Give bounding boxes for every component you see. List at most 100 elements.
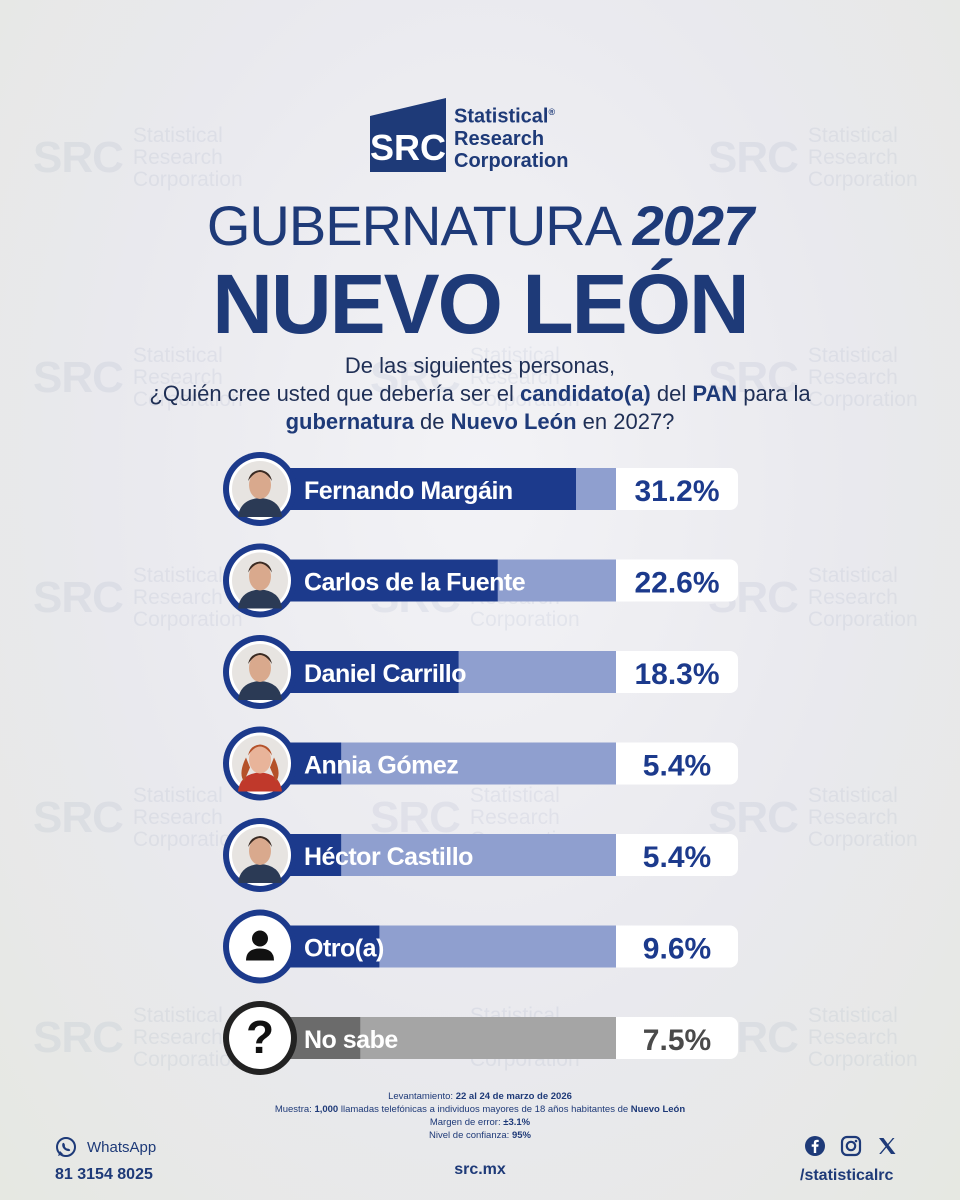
bar-row: 7.5% No sabe? [223, 1001, 738, 1075]
nivel-value: 95% [511, 1130, 531, 1141]
q-text: en 2027? [576, 409, 675, 434]
bar-row: 5.4% Héctor Castillo [223, 818, 738, 892]
facebook-icon[interactable] [804, 1135, 826, 1157]
value-box [616, 559, 738, 602]
value-label: 18.3% [634, 658, 719, 691]
watermark-mark: SRC [370, 793, 461, 842]
value-box [616, 468, 738, 510]
bar-row: 31.2% Fernando Margáin [223, 452, 738, 526]
category-label: Daniel Carrillo [304, 660, 466, 688]
muestra-n: 1,000 [314, 1104, 339, 1115]
lev-value: 22 al 24 de marzo de 2026 [455, 1091, 572, 1102]
watermark-mark: SRC [708, 353, 799, 402]
methodology-nivel: Nivel de confianza: 95% [0, 1129, 960, 1142]
q-text: ¿Quién cree usted que debería ser el [149, 381, 520, 406]
q-text: para la [737, 381, 811, 406]
margen-label: Margen de error: [429, 1117, 504, 1128]
candidate-photo [232, 552, 288, 609]
logo-line-2: Research [454, 128, 545, 150]
question-icon: ? [246, 1011, 274, 1063]
title-gubernatura: GUBERNATURA 2027 [0, 193, 960, 258]
logo-line-3: Corporation [454, 150, 569, 172]
social-handle: /statisticalrc [800, 1167, 894, 1184]
bar-row: 18.3% Daniel Carrillo [223, 635, 738, 709]
logo-line-1: Statistical [454, 106, 549, 128]
social-links: /statisticalrc [800, 1135, 898, 1185]
question-line-2: ¿Quién cree usted que debería ser el can… [100, 380, 860, 408]
category-label: Héctor Castillo [304, 843, 473, 871]
value-label: 31.2% [634, 475, 719, 508]
candidate-photo [232, 644, 288, 700]
watermark-mark: SRC [370, 353, 461, 402]
x-icon[interactable] [876, 1135, 898, 1157]
methodology-levantamiento: Levantamiento: 22 al 24 de marzo de 2026 [0, 1090, 960, 1103]
q-bold-pan: PAN [692, 381, 738, 406]
value-box [616, 834, 738, 876]
q-bold-gubernatura: gubernatura [285, 409, 414, 434]
title-state: NUEVO LEÓN [212, 257, 749, 351]
q-bold-candidato: candidato(a) [519, 381, 651, 406]
survey-question: De las siguientes personas, ¿Quién cree … [100, 352, 860, 436]
value-label: 22.6% [634, 567, 719, 600]
margen-value: ±3.1% [503, 1117, 531, 1128]
title-year: 2027 [632, 194, 755, 257]
person-icon [246, 930, 274, 961]
phone-number: 81 3154 8025 [55, 1166, 153, 1183]
candidate-photo [232, 827, 288, 883]
q-text: del [650, 381, 693, 406]
logo-mark-text: SRC [370, 127, 446, 168]
value-label: 5.4% [643, 841, 711, 874]
muestra-label: Muestra: [274, 1104, 315, 1115]
methodology-note: Levantamiento: 22 al 24 de marzo de 2026… [0, 1090, 960, 1142]
category-label: No sabe [304, 1026, 398, 1054]
lev-label: Levantamiento: [388, 1091, 456, 1102]
category-label: Carlos de la Fuente [304, 569, 526, 597]
category-label: Fernando Margáin [304, 477, 513, 505]
watermark-mark: SRC [33, 793, 124, 842]
category-label: Otro(a) [304, 935, 384, 963]
value-label: 9.6% [643, 933, 711, 966]
value-box-edge [616, 925, 636, 968]
value-box-edge [616, 651, 636, 693]
website-link[interactable]: src.mx [454, 1161, 506, 1178]
registered-mark: ® [548, 107, 556, 118]
bar [262, 468, 576, 510]
logo-wordmark: Statistical® Research Corporation [454, 101, 568, 172]
q-text: de [413, 409, 451, 434]
instagram-icon[interactable] [840, 1135, 862, 1157]
value-label: 7.5% [643, 1024, 711, 1057]
avatar-inner [229, 1007, 291, 1069]
value-box-edge [616, 1017, 636, 1059]
value-box-edge [616, 742, 636, 785]
value-box [616, 925, 738, 968]
bar-row: 9.6% Otro(a) [223, 909, 738, 984]
watermark-mark: SRC [33, 573, 124, 622]
watermark-mark: SRC [708, 133, 799, 182]
whatsapp-contact[interactable]: WhatsApp 81 3154 8025 [55, 1136, 156, 1184]
value-box [616, 1017, 738, 1059]
watermark-mark: SRC [708, 793, 799, 842]
question-line-1: De las siguientes personas, [344, 353, 616, 378]
value-box [616, 742, 738, 785]
candidate-photo [232, 735, 288, 792]
whatsapp-label: WhatsApp [87, 1138, 157, 1156]
watermark-mark: SRC [33, 1013, 124, 1062]
title-light: GUBERNATURA [206, 194, 633, 257]
value-box [616, 651, 738, 693]
q-bold-nuevo-leon: Nuevo León [450, 409, 577, 434]
